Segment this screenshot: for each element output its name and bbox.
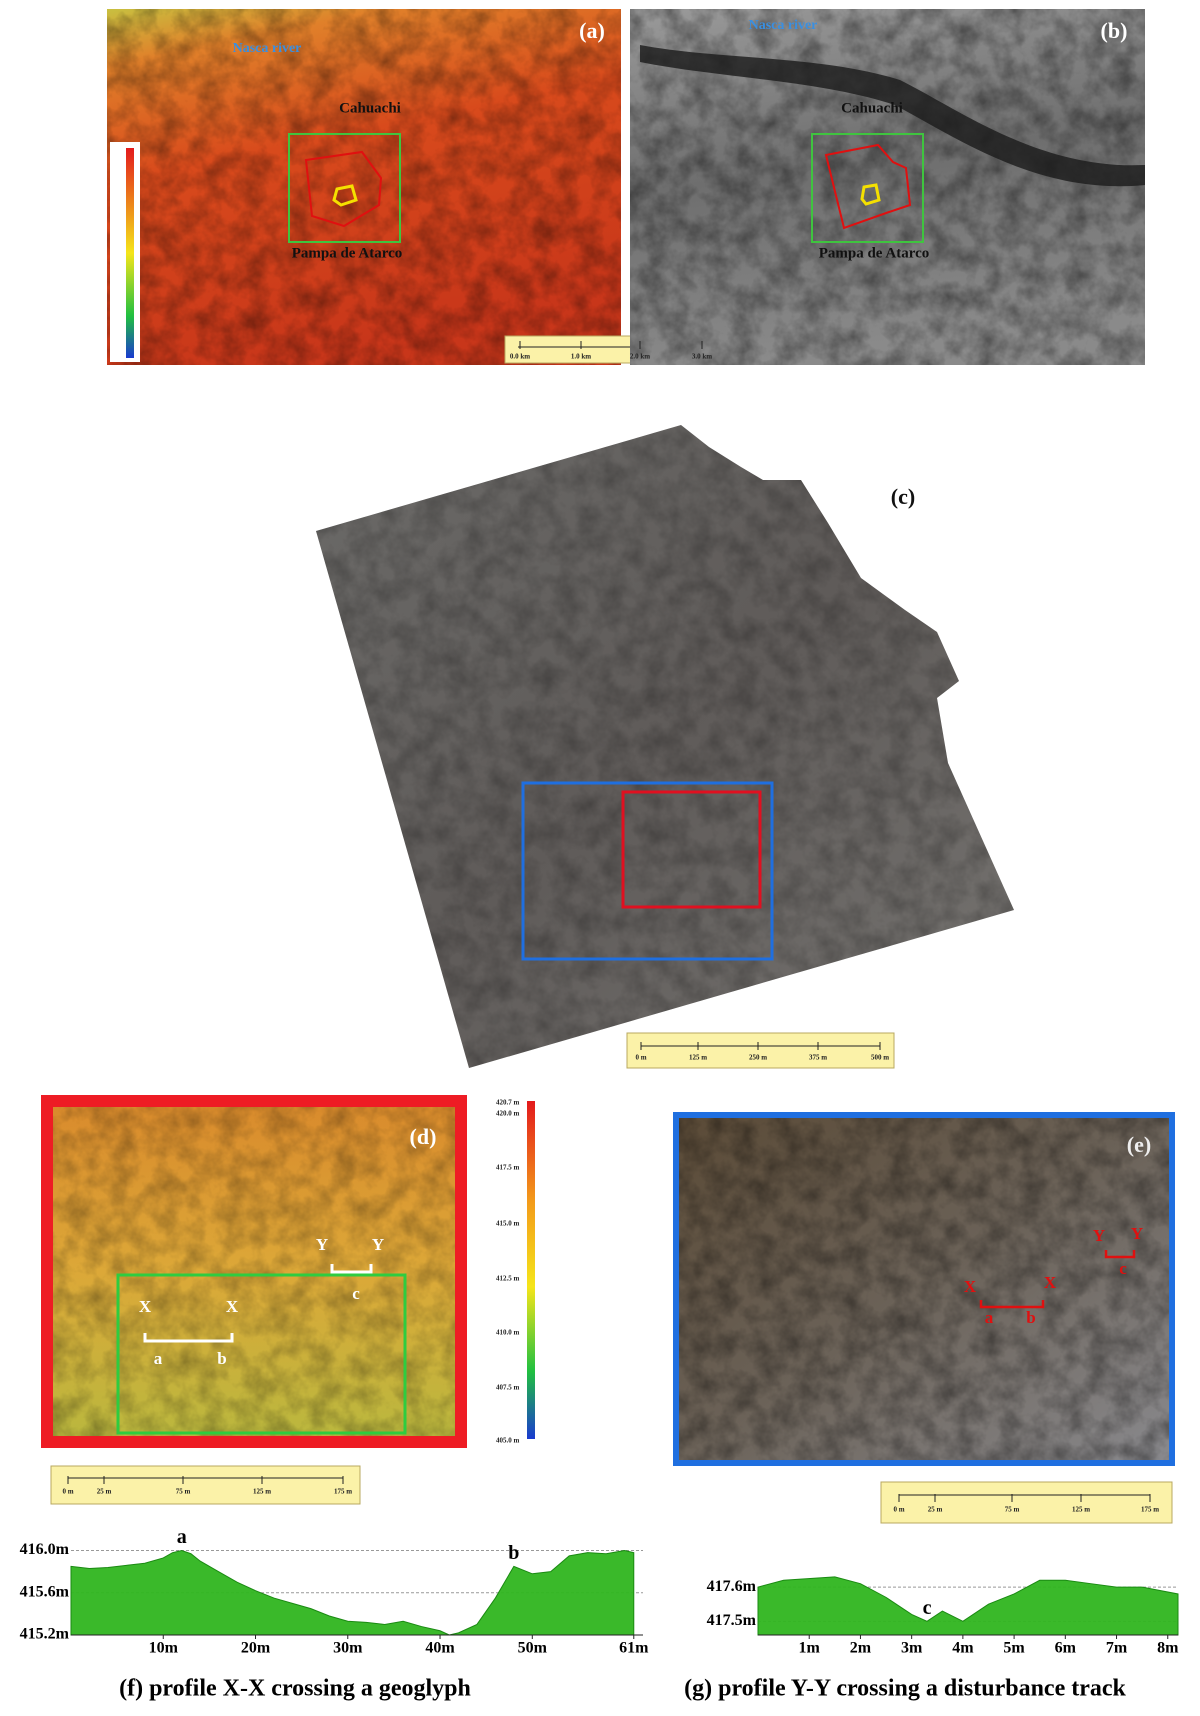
pampa-label: Pampa de Atarco: [819, 245, 930, 261]
x-tick-label: 5m: [1003, 1640, 1025, 1657]
x-tick-label: 1m: [799, 1640, 821, 1657]
river-label: Nasca river: [233, 41, 302, 56]
y-tick-label: 415.2m: [20, 1626, 70, 1643]
profile-marker: X: [226, 1297, 239, 1316]
x-tick-label: 40m: [425, 1640, 455, 1657]
annotation: c: [923, 1597, 932, 1619]
profile-marker: c: [1119, 1259, 1127, 1278]
y-tick-label: 417.6m: [707, 1578, 757, 1595]
x-tick-label: 61m: [619, 1640, 649, 1657]
pampa-label: Pampa de Atarco: [292, 245, 403, 261]
x-tick-label: 6m: [1055, 1640, 1077, 1657]
y-tick-label: 416.0m: [20, 1541, 70, 1558]
colorbar-label: 417.5 m: [496, 1164, 520, 1172]
profile-marker: Y: [1131, 1224, 1143, 1243]
profile-marker: a: [154, 1349, 163, 1368]
colorbar-frame: [110, 142, 140, 362]
scale-label: 175 m: [1141, 1506, 1159, 1514]
terrain-texture: [676, 1115, 1172, 1463]
terrain-texture: [107, 9, 621, 365]
annotation: b: [508, 1542, 519, 1564]
profile-marker: Y: [316, 1235, 328, 1254]
panel-e: (e): [676, 1115, 1172, 1523]
colorbar-label: 420.7 m: [496, 1099, 520, 1107]
scale-label: 500 m: [871, 1054, 889, 1062]
colorbar-label: 407.5 m: [496, 1384, 520, 1392]
panel-label: (b): [1101, 18, 1128, 43]
profile-marker: b: [1026, 1308, 1035, 1327]
scale-label: 0 m: [893, 1506, 904, 1514]
scale-label: 25 m: [97, 1488, 112, 1496]
panel-d: (d): [47, 1101, 535, 1504]
scale-label: 125 m: [1072, 1506, 1090, 1514]
profile-marker: Y: [372, 1235, 384, 1254]
profile-marker: c: [352, 1284, 360, 1303]
scale-bar: [881, 1482, 1172, 1523]
x-tick-label: 4m: [952, 1640, 974, 1657]
colorbar: [527, 1101, 535, 1439]
y-tick-label: 417.5m: [707, 1612, 757, 1629]
scale-bar: [51, 1466, 360, 1504]
scale-label: 3.0 km: [692, 353, 712, 361]
colorbar-label: 420.0 m: [496, 1110, 520, 1118]
scale-label: 125 m: [689, 1054, 707, 1062]
colorbar: [126, 148, 134, 358]
profile-marker: X: [139, 1297, 152, 1316]
panel-c: (c): [316, 425, 1014, 1068]
colorbar-label: 415.0 m: [496, 1220, 520, 1228]
profile-marker: X: [964, 1277, 977, 1296]
site-label: Cahuachi: [339, 100, 401, 116]
scale-label: 75 m: [176, 1488, 191, 1496]
chart-title: (f) profile X-X crossing a geoglyph: [119, 1676, 471, 1702]
profile-marker: X: [1044, 1273, 1057, 1292]
river-label: Nasca river: [749, 18, 818, 33]
x-tick-label: 30m: [333, 1640, 363, 1657]
profile-marker: a: [985, 1308, 994, 1327]
colorbar-label: 410.0 m: [496, 1329, 520, 1337]
figure: Nasca river Cahuachi Pampa de Atarco (a)…: [0, 0, 1200, 1716]
scale-label: 250 m: [749, 1054, 767, 1062]
scale-label: 0.0 km: [510, 353, 530, 361]
panel-label: (d): [410, 1124, 437, 1149]
scale-label: 375 m: [809, 1054, 827, 1062]
x-tick-label: 8m: [1157, 1640, 1179, 1657]
x-tick-label: 10m: [149, 1640, 179, 1657]
chart-title: (g) profile Y-Y crossing a disturbance t…: [684, 1676, 1126, 1702]
scale-label: 0 m: [635, 1054, 646, 1062]
site-label: Cahuachi: [841, 100, 903, 116]
profile-marker: b: [217, 1349, 226, 1368]
x-tick-label: 3m: [901, 1640, 923, 1657]
scale-label: 125 m: [253, 1488, 271, 1496]
scale-bar: [627, 1033, 894, 1068]
colorbar-label: 412.5 m: [496, 1275, 520, 1283]
x-tick-label: 7m: [1106, 1640, 1128, 1657]
scale-label: 175 m: [334, 1488, 352, 1496]
scale-label: 75 m: [1005, 1506, 1020, 1514]
panel-a: Nasca river Cahuachi Pampa de Atarco (a): [107, 9, 717, 365]
panel-label: (e): [1127, 1132, 1151, 1157]
x-tick-label: 2m: [850, 1640, 872, 1657]
annotation: a: [177, 1526, 187, 1548]
terrain-texture: [316, 425, 1014, 1068]
colorbar-label: 405.0 m: [496, 1437, 520, 1445]
scale-label: 0 m: [62, 1488, 73, 1496]
x-tick-label: 50m: [518, 1640, 548, 1657]
scale-label: 25 m: [928, 1506, 943, 1514]
terrain-texture: [47, 1101, 461, 1442]
panel-label: (c): [891, 484, 915, 509]
y-tick-label: 415.6m: [20, 1583, 70, 1600]
x-tick-label: 20m: [241, 1640, 271, 1657]
scale-label: 2.0 km: [630, 353, 650, 361]
profile-marker: Y: [1093, 1226, 1105, 1245]
profile-area: [758, 1577, 1178, 1635]
panel-label: (a): [579, 18, 605, 43]
panel-b: Nasca river Cahuachi Pampa de Atarco (b): [630, 9, 1145, 365]
scale-label: 1.0 km: [571, 353, 591, 361]
